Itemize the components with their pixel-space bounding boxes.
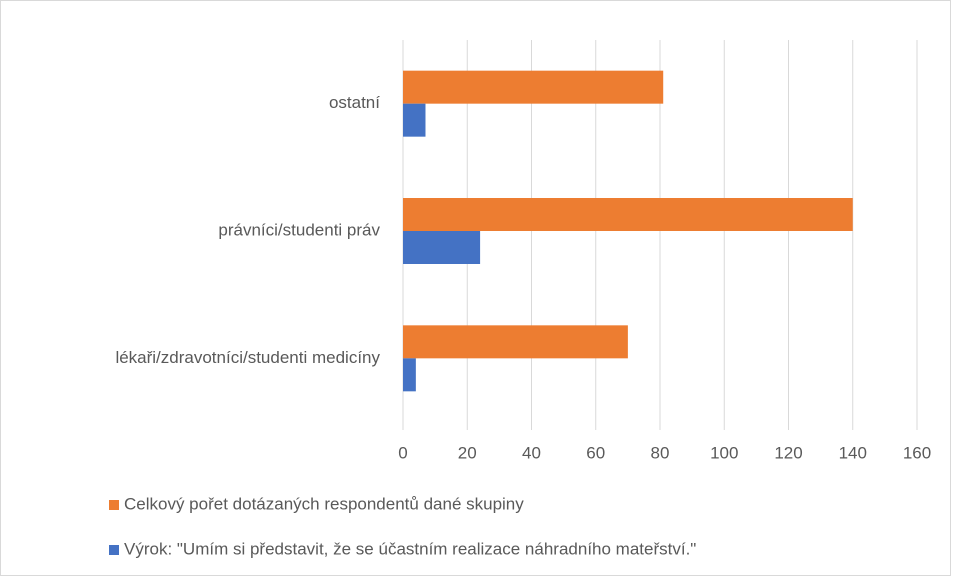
y-tick-label: právníci/studenti práv: [218, 220, 380, 239]
x-tick-label: 100: [710, 443, 738, 462]
legend-swatch: [109, 545, 119, 555]
legend-label: Výrok: "Umím si představit, že se účastn…: [124, 539, 696, 558]
x-tick-label: 160: [903, 443, 931, 462]
bar: [403, 70, 664, 104]
bar: [403, 198, 853, 231]
x-tick-label: 20: [458, 443, 477, 462]
x-tick-label: 140: [839, 443, 867, 462]
x-tick-label: 40: [522, 443, 541, 462]
bar: [403, 325, 628, 359]
x-tick-label: 120: [774, 443, 802, 462]
bar: [403, 103, 426, 137]
bar: [403, 231, 481, 264]
y-tick-label: ostatní: [329, 93, 380, 112]
x-tick-label: 60: [586, 443, 605, 462]
y-tick-label: lékaři/zdravotníci/studenti medicíny: [115, 348, 380, 367]
bar: [403, 358, 416, 392]
x-tick-label: 80: [651, 443, 670, 462]
legend-swatch: [109, 500, 119, 510]
x-tick-label: 0: [398, 443, 407, 462]
legend-label: Celkový pořet dotázaných respondentů dan…: [124, 494, 524, 513]
